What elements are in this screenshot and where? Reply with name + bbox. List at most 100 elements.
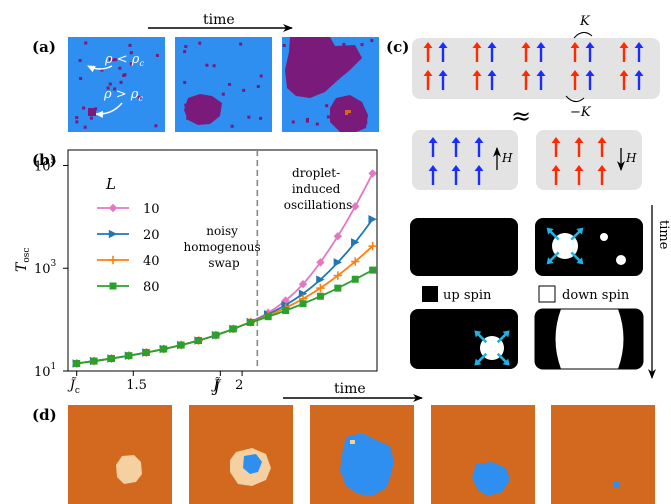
spin-arrow-head xyxy=(536,42,546,48)
data-point xyxy=(264,313,272,321)
speck xyxy=(137,95,141,99)
speck xyxy=(370,39,374,43)
speck xyxy=(364,121,368,125)
spin-arrow-head xyxy=(521,42,531,48)
time-label-a: time xyxy=(203,12,235,28)
blue-field-box xyxy=(412,130,518,190)
time-label-d: time xyxy=(334,381,366,397)
x-tick-label: 2 xyxy=(235,378,243,393)
speck xyxy=(305,117,309,121)
legend-label: 20 xyxy=(143,228,160,243)
approx-symbol: ≈ xyxy=(511,102,531,130)
panel-label-c: (c) xyxy=(386,38,409,56)
data-point xyxy=(368,169,377,178)
speck xyxy=(82,106,86,110)
red-field-box xyxy=(536,130,642,190)
panel-label-b: (b) xyxy=(32,151,57,169)
panel-label-a: (a) xyxy=(32,38,56,56)
spin-arrow-head xyxy=(619,70,629,76)
spin-arrow-head xyxy=(428,137,438,143)
speck xyxy=(338,124,342,128)
spin-arrow-head xyxy=(634,42,644,48)
spin-arrow-head xyxy=(597,137,607,143)
data-point xyxy=(333,232,343,241)
speck xyxy=(282,43,286,47)
speck xyxy=(221,92,225,96)
data-point xyxy=(351,238,360,247)
speck xyxy=(293,47,297,51)
coupling-K-arrow xyxy=(573,32,593,39)
annotation-droplet: droplet- induced oscillations xyxy=(284,166,353,212)
up-spin-label: up spin xyxy=(443,288,492,303)
speck xyxy=(228,82,232,86)
x-tick-label: J̃c xyxy=(67,377,80,396)
spin-arrow-head xyxy=(438,70,448,76)
speck xyxy=(205,63,209,67)
legend-title: L xyxy=(105,175,116,193)
data-point xyxy=(90,357,98,365)
speck xyxy=(75,116,79,120)
spin-arrow-head xyxy=(423,70,433,76)
speck xyxy=(128,43,132,47)
speck xyxy=(155,54,159,58)
spin-arrow-head xyxy=(451,165,461,171)
speck xyxy=(113,87,117,91)
speck xyxy=(129,51,133,55)
speck xyxy=(348,113,352,117)
data-point xyxy=(298,279,308,289)
speck xyxy=(184,103,188,107)
spin-arrow-head xyxy=(574,165,584,171)
speck xyxy=(242,88,246,92)
speck xyxy=(118,66,122,70)
spin-arrow-head xyxy=(551,137,561,143)
field-up-label: H xyxy=(501,151,513,165)
growth-arrow-head xyxy=(474,330,482,338)
snapshot-d4 xyxy=(431,405,535,504)
speck xyxy=(239,42,243,46)
speck xyxy=(307,82,311,86)
speck xyxy=(183,80,187,84)
spin-arrow-head xyxy=(474,165,484,171)
speck xyxy=(186,116,190,120)
snapshot-a2 xyxy=(175,37,272,132)
spin-chain xyxy=(423,42,644,90)
speck xyxy=(335,77,339,81)
spin-arrow-head xyxy=(472,42,482,48)
data-point xyxy=(334,284,342,292)
blue-spins xyxy=(428,137,484,185)
speck xyxy=(108,82,112,86)
data-point xyxy=(212,331,220,339)
x-tick-label: 1.5 xyxy=(126,378,147,393)
spin-arrow-head xyxy=(423,42,433,48)
speck xyxy=(183,50,187,54)
coupling-negK-label: −K xyxy=(570,105,592,120)
speck xyxy=(342,42,346,46)
small-cluster xyxy=(88,108,96,116)
y-ticks: 101 103 105 xyxy=(34,156,68,380)
growth-arrow-head xyxy=(502,358,510,366)
legend-label: 80 xyxy=(143,280,160,295)
rho-low-arrow xyxy=(87,65,113,73)
growth-arrow-head xyxy=(474,358,482,366)
speck xyxy=(113,58,117,62)
spin-arrow-head xyxy=(521,70,531,76)
spin-arrow-head xyxy=(597,165,607,171)
snapshot-d3 xyxy=(310,405,414,504)
speck xyxy=(291,120,295,124)
speck xyxy=(336,72,340,76)
panel-c: (c) K −K ≈ H H up spin down spin xyxy=(386,14,671,379)
y-tick-label: 103 xyxy=(34,259,57,277)
speck xyxy=(211,107,215,111)
series-80 xyxy=(73,266,377,367)
spin-arrow-head xyxy=(438,42,448,48)
growth-arrow-head xyxy=(546,227,554,235)
spin-arrow-head xyxy=(574,137,584,143)
speck xyxy=(312,83,316,87)
speck xyxy=(106,86,110,90)
spin-arrow-head xyxy=(451,137,461,143)
plot-frame xyxy=(67,149,378,372)
speck xyxy=(83,125,87,129)
snapshot-d2 xyxy=(189,405,293,504)
panel-b: (b) Tosc J̃ 101 103 105 J̃c 1.5 J̃ 2 noisy ho… xyxy=(14,149,378,396)
time-label-c: time xyxy=(656,220,671,250)
